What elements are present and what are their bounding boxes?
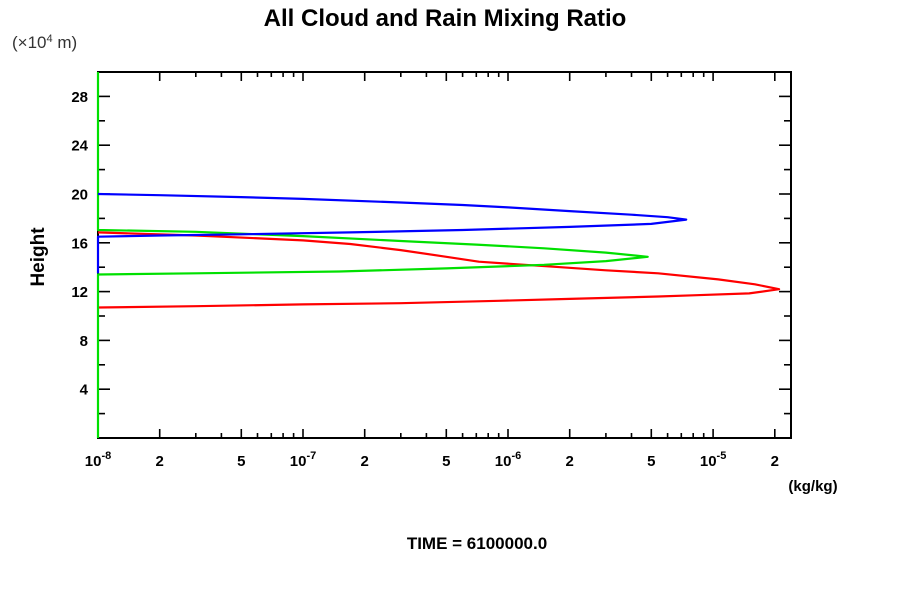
series-line-blue (96, 192, 688, 274)
x-tick-label: 5 (647, 453, 655, 470)
y-tick-label: 8 (80, 333, 88, 350)
y-tick-label: 4 (80, 382, 89, 399)
y-tick-label: 12 (71, 284, 88, 301)
x-unit-label: (kg/kg) (788, 478, 837, 495)
chart-title: All Cloud and Rain Mixing Ratio (264, 5, 627, 32)
x-tick-label: 10-5 (700, 450, 726, 470)
series-group (96, 72, 781, 438)
time-label: TIME = 6100000.0 (407, 534, 547, 553)
x-tick-label: 5 (237, 453, 245, 470)
x-tick-label: 10-6 (495, 450, 521, 470)
y-unit-label: (×104 m) (12, 33, 77, 52)
y-axis-title: Height (28, 227, 49, 287)
y-tick-label: 28 (71, 89, 88, 106)
y-tick-label: 24 (71, 138, 88, 155)
x-tick-label: 5 (442, 453, 450, 470)
series-line-red (97, 231, 781, 309)
x-tick-label: 2 (156, 453, 164, 470)
x-tick-label: 2 (771, 453, 779, 470)
y-tick-label: 20 (71, 187, 88, 204)
x-tick-label: 10-8 (85, 450, 111, 470)
x-tick-label: 2 (566, 453, 574, 470)
y-tick-label: 16 (71, 235, 88, 252)
x-tick-label: 10-7 (290, 450, 316, 470)
x-tick-label: 2 (361, 453, 369, 470)
series-line-green (96, 72, 649, 438)
plot-frame (97, 71, 792, 439)
